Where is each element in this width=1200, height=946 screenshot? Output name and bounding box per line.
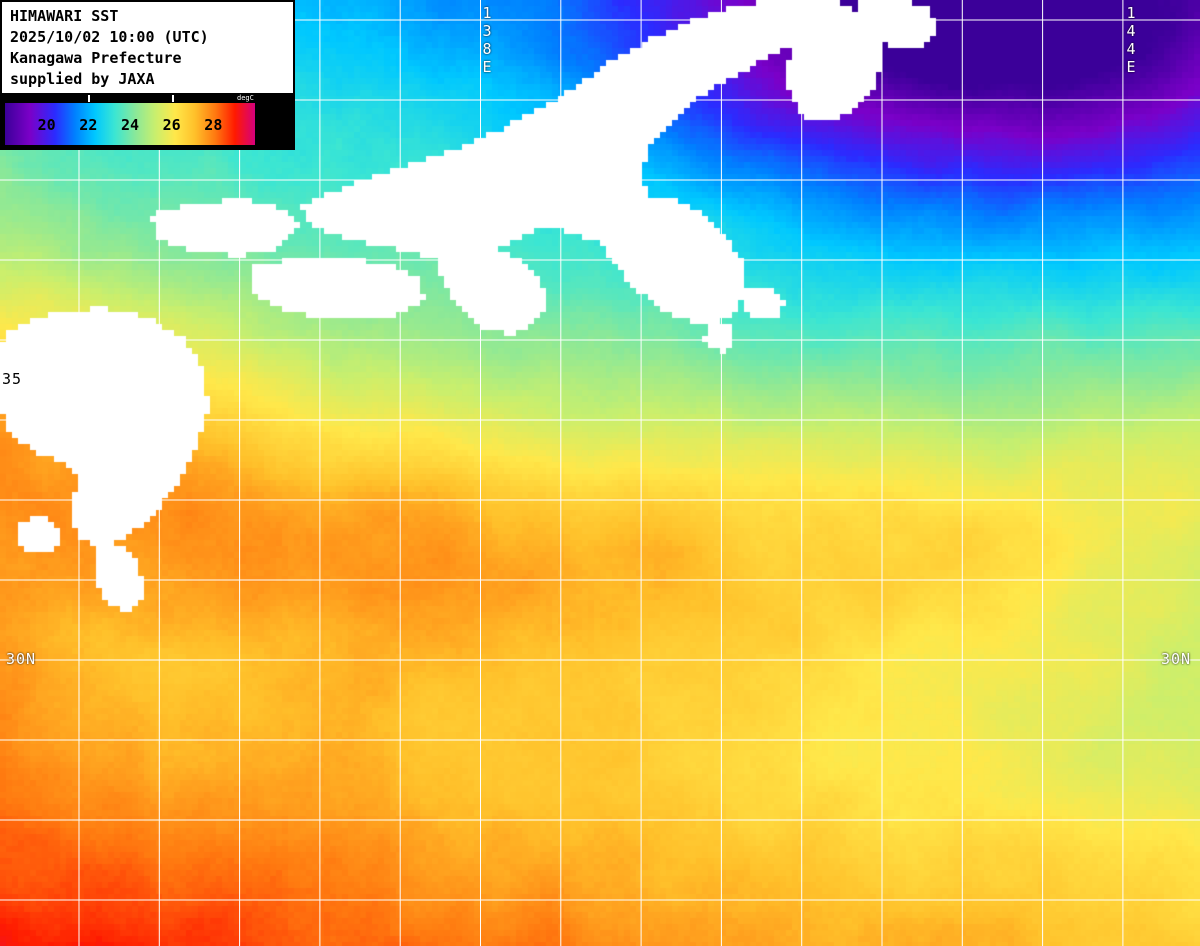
geo-label-30n: 30N (1161, 650, 1192, 668)
info-datetime: 2025/10/02 10:00 (UTC) (10, 28, 209, 46)
geo-label-35: 35 (2, 370, 23, 388)
info-title: HIMAWARI SST (10, 7, 119, 25)
colorbar-tick-label: 28 (204, 116, 223, 134)
geo-label-30n: 30N (6, 650, 37, 668)
geo-label-144e: 144E (1122, 4, 1140, 76)
colorbar-unit-label: degC (237, 94, 254, 102)
geo-label-138e: 138E (478, 4, 496, 76)
colorbar-scale: 20 22 24 26 28 (5, 103, 255, 145)
colorbar-tick-mark (171, 95, 174, 102)
colorbar-tick-label: 24 (120, 116, 140, 134)
colorbar-tick-label: 20 (37, 116, 56, 134)
colorbar-gradient (5, 103, 255, 145)
colorbar-tick-mark (88, 95, 91, 102)
info-region: Kanagawa Prefecture (10, 49, 182, 67)
colorbar-tick-label: 22 (79, 116, 98, 134)
colorbar-tick-label: 26 (162, 116, 181, 134)
info-box: HIMAWARI SST 2025/10/02 10:00 (UTC) Kana… (0, 0, 295, 95)
info-credit: supplied by JAXA (10, 70, 155, 88)
colorbar-ticks (0, 95, 295, 103)
colorbar: degC 20 22 24 26 28 (0, 95, 295, 150)
